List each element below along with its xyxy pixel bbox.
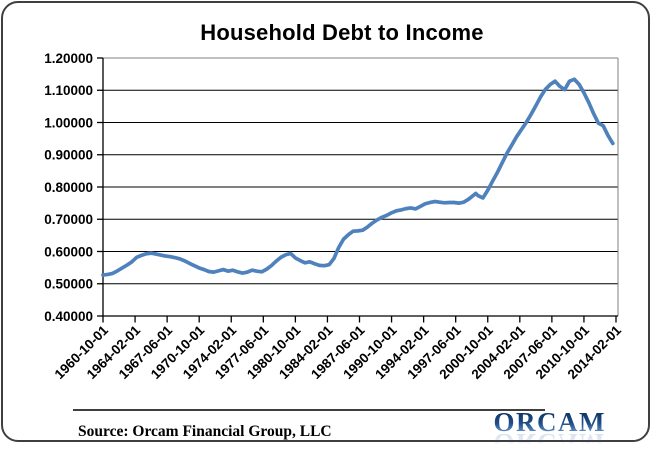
source-credit: Source: Orcam Financial Group, LLC xyxy=(78,423,332,440)
y-tick-label: 0.90000 xyxy=(44,148,93,163)
y-tick-label: 0.50000 xyxy=(44,277,93,292)
y-tick-label: 0.60000 xyxy=(44,244,93,259)
footer-divider xyxy=(73,409,545,411)
orcam-logo-text: ORCAM xyxy=(493,407,606,437)
orcam-logo: ORCAM ORCAM xyxy=(493,409,606,458)
y-tick-label: 1.10000 xyxy=(44,83,93,98)
y-tick-label: 1.00000 xyxy=(44,115,93,130)
y-tick-label: 0.80000 xyxy=(44,180,93,195)
y-tick-label: 0.40000 xyxy=(44,309,93,324)
chart-svg: 1.20000 1.10000 1.00000 0.90000 0.80000 0.700… xyxy=(44,51,624,382)
y-tick-label: 1.20000 xyxy=(44,51,93,66)
debt-to-income-line xyxy=(101,77,615,277)
chart-title: Household Debt to Income xyxy=(200,20,484,45)
orcam-logo-reflection: ORCAM xyxy=(493,428,606,458)
y-tick-label: 0.70000 xyxy=(44,212,93,227)
